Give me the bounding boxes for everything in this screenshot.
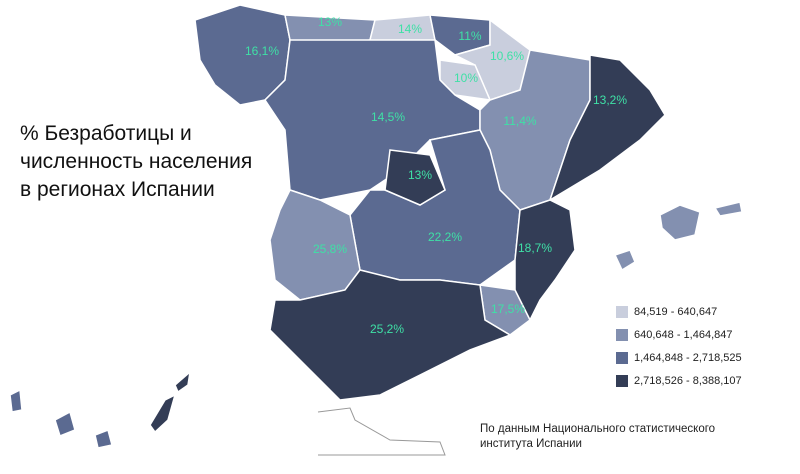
region-label: 10% — [454, 71, 478, 85]
region-label: 10,6% — [490, 49, 524, 63]
title: % Безработицы и численность населения в ре… — [20, 122, 252, 201]
legend-label: 2,718,526 - 8,388,107 — [634, 375, 742, 387]
title-line: численность населения — [20, 150, 252, 173]
title-line: % Безработицы и — [20, 122, 192, 145]
canary-2 — [54, 410, 76, 437]
ibiza — [613, 249, 636, 272]
mallorca — [659, 204, 701, 241]
regions — [9, 4, 743, 456]
menorca — [713, 201, 743, 217]
region-label: 13% — [318, 15, 342, 29]
region-label: 17,5% — [491, 302, 525, 316]
andalusia — [269, 269, 512, 401]
canary-4 — [149, 393, 177, 434]
madrid — [384, 149, 446, 206]
legend: 84,519 - 640,647 640,648 - 1,464,847 1,464… — [616, 306, 742, 387]
legend-swatch — [616, 329, 628, 341]
source-line: По данным Национального статистического — [480, 423, 715, 435]
region-label: 14,5% — [371, 110, 405, 124]
legend-label: 1,464,848 - 2,718,525 — [634, 352, 742, 364]
canary-5 — [174, 370, 192, 394]
legend-swatch — [616, 375, 628, 387]
canary-1 — [9, 388, 23, 413]
catalonia — [548, 54, 666, 202]
region-label: 16,1% — [245, 44, 279, 58]
ceuta — [317, 407, 446, 456]
canary-3 — [94, 429, 113, 449]
legend-label: 640,648 - 1,464,847 — [634, 329, 732, 341]
legend-label: 84,519 - 640,647 — [634, 306, 717, 318]
source-line: института Испании — [480, 438, 582, 450]
source: По данным Национального статистического и… — [480, 423, 715, 450]
title-line: в регионах Испании — [20, 178, 215, 201]
legend-swatch — [616, 306, 628, 318]
region-label: 13% — [408, 168, 432, 182]
valencia — [514, 199, 576, 322]
region-label: 18,7% — [518, 241, 552, 255]
legend-swatch — [616, 352, 628, 364]
region-label: 11% — [458, 29, 481, 43]
region-label: 14% — [398, 22, 422, 36]
region-label: 25,8% — [313, 242, 347, 256]
region-label: 25,2% — [370, 322, 404, 336]
region-label: 13,2% — [593, 93, 627, 107]
region-label: 22,2% — [428, 230, 462, 244]
region-label: 11,4% — [503, 114, 536, 128]
region-labels: 16,1% 13% 14% 11% 10,6% 10% 14,5% 11,4% 13,2% 13%… — [245, 15, 627, 336]
